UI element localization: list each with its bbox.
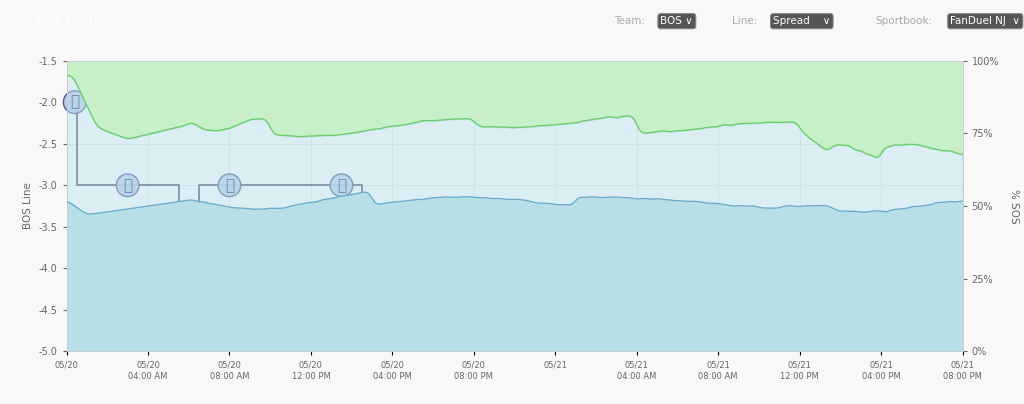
Text: Line Graph: Line Graph	[36, 15, 104, 28]
Text: Sportbook:: Sportbook:	[876, 16, 933, 26]
Text: 📶: 📶	[530, 219, 540, 234]
Text: 📶: 📶	[438, 219, 447, 234]
Text: $: $	[511, 222, 518, 232]
Y-axis label: BOS Line: BOS Line	[23, 183, 33, 229]
Text: 📶: 📶	[703, 219, 713, 234]
Text: 📶: 📶	[479, 219, 488, 234]
Text: Spread    ∨: Spread ∨	[773, 16, 830, 26]
Text: 📶: 📶	[744, 219, 754, 234]
Text: 📶: 📶	[602, 219, 610, 234]
Text: FanDuel NJ  ∨: FanDuel NJ ∨	[950, 16, 1020, 26]
Text: 📶: 📶	[571, 219, 581, 234]
Text: 📶: 📶	[225, 178, 234, 193]
Text: Team:: Team:	[614, 16, 645, 26]
Text: 📶: 📶	[928, 303, 937, 318]
Text: 📶: 📶	[123, 178, 132, 193]
Y-axis label: % SOS: % SOS	[1009, 189, 1019, 223]
Text: 📶: 📶	[846, 261, 855, 276]
Text: Line:: Line:	[732, 16, 758, 26]
Text: 📶: 📶	[775, 219, 783, 234]
Text: 📶: 📶	[632, 219, 641, 234]
Text: 📶: 📶	[337, 178, 346, 193]
Text: 📈: 📈	[8, 15, 15, 28]
Text: 📶: 📶	[70, 95, 79, 109]
Text: BOS ∨: BOS ∨	[660, 16, 693, 26]
Text: 📶: 📶	[897, 303, 906, 318]
